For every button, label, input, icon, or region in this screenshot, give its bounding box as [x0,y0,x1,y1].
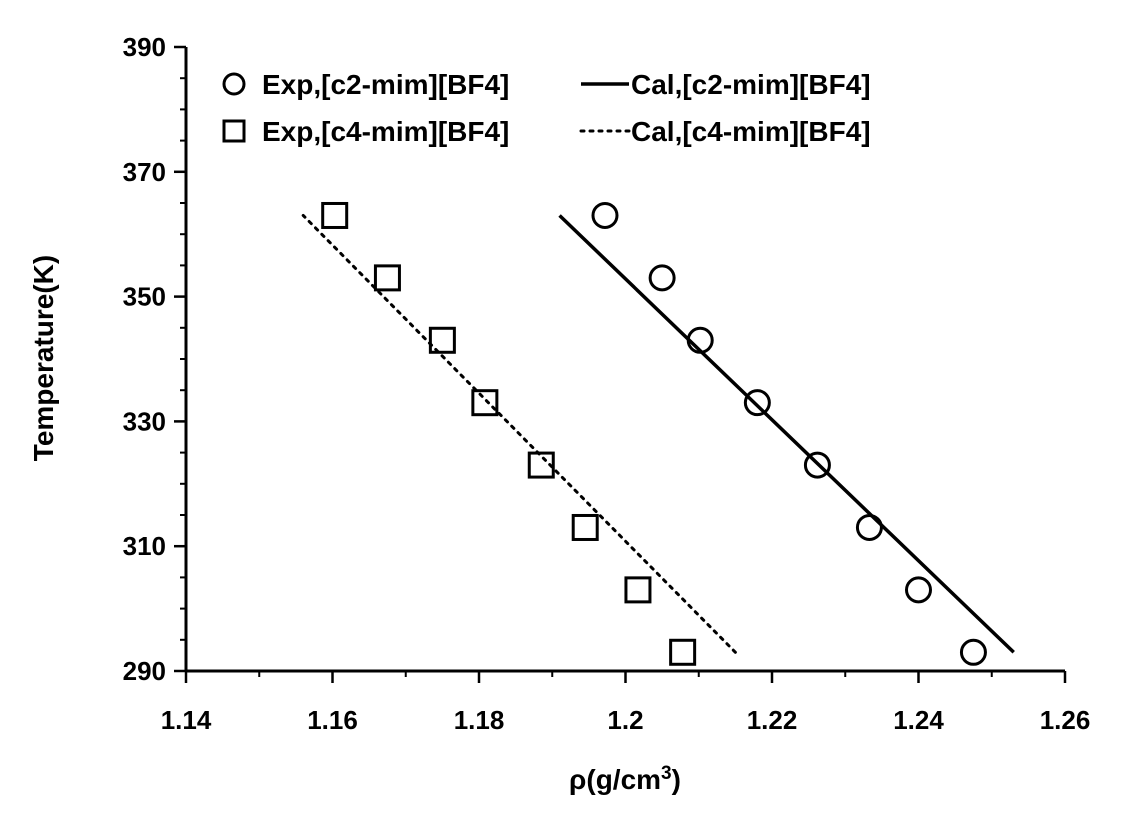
data-point-circle [855,513,883,541]
y-tick-label: 350 [123,282,166,312]
data-point-circle [591,201,619,229]
legend-circle-marker [222,72,246,96]
data-point-square [428,326,456,354]
series-Cal,[c2-mim][BF4] [558,214,1015,654]
series-Cal,[c4-mim][BF4] [301,213,737,654]
series-line [558,214,1015,654]
x-tick-label: 1.18 [454,705,505,735]
legend-label: Exp,[c2-mim][BF4] [262,69,509,100]
data-point-circle [905,576,932,604]
legend: Exp,[c2-mim][BF4] Exp,[c4-mim][BF4] Cal,[c… [222,69,871,147]
y-tick-label: 370 [123,157,166,187]
legend-item: Cal,[c2-mim][BF4] [581,69,871,100]
x-axis-title: ρ(g/cm3) [569,763,681,795]
legend-square-marker [222,119,246,143]
data-point-square [624,576,652,604]
legend-label: Exp,[c4-mim][BF4] [262,116,509,147]
y-tick-label: 310 [123,531,166,561]
legend-item: Cal,[c4-mim][BF4] [579,116,871,147]
x-tick-label: 1.16 [307,705,358,735]
axes: 290 310 330 350 370 390 1.14 1.16 1.18 1.2 1.22 1.2… [123,32,1091,735]
y-tick-label: 330 [123,406,166,436]
x-tick-label: 1.14 [161,705,212,735]
data-point-circle [959,638,987,666]
series-Exp,[c4-mim][BF4] [321,201,697,666]
data-point-square [321,201,349,229]
y-tick-label: 290 [123,656,166,686]
data-point-circle [648,264,676,292]
data-point-square [669,638,697,666]
data-point-square [373,264,401,292]
x-tick-label: 1.22 [747,705,798,735]
data-point-square [471,389,499,417]
data-point-square [571,513,599,541]
legend-item: Exp,[c2-mim][BF4] [222,69,509,100]
series-line [301,213,737,654]
x-tick-label: 1.24 [893,705,944,735]
x-tick-label: 1.2 [607,705,643,735]
legend-label: Cal,[c2-mim][BF4] [631,69,871,100]
series-Exp,[c2-mim][BF4] [591,201,987,666]
plot-series [301,201,1015,666]
x-tick-label: 1.26 [1040,705,1091,735]
legend-label: Cal,[c4-mim][BF4] [631,116,871,147]
y-axis-title: Temperature(K) [28,255,59,461]
legend-item: Exp,[c4-mim][BF4] [222,116,509,147]
y-tick-label: 390 [123,32,166,62]
data-point-circle [743,389,771,417]
